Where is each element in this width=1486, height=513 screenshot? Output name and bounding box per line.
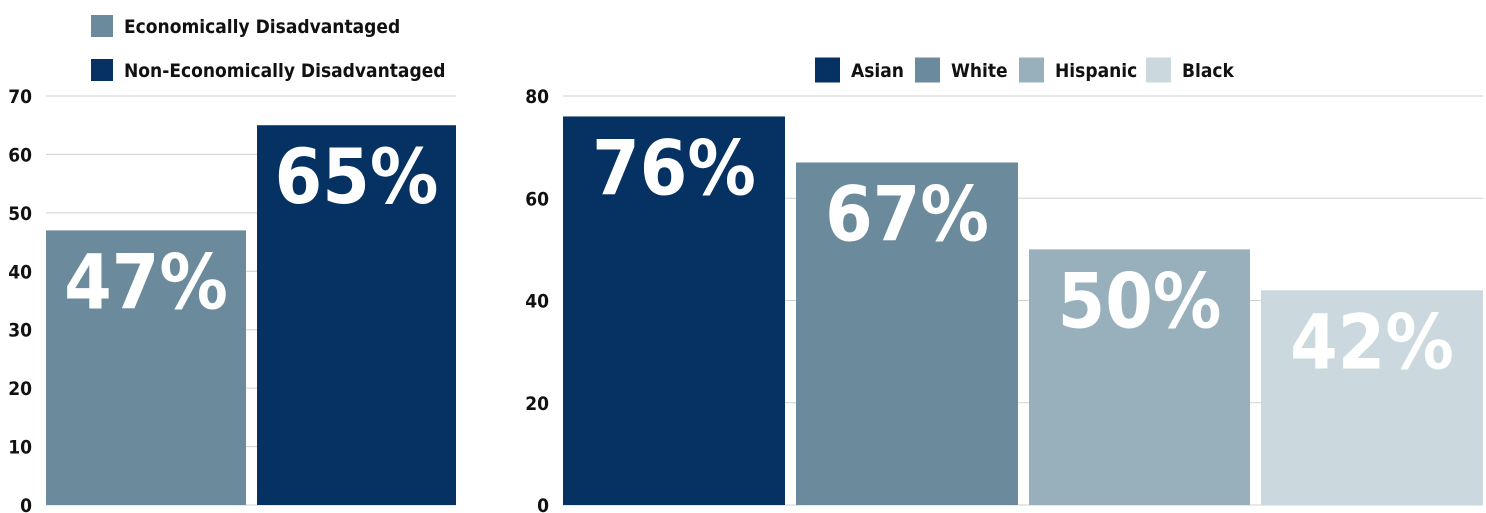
bar xyxy=(257,125,456,505)
bar xyxy=(1029,249,1250,505)
legend-swatch xyxy=(1146,57,1171,83)
legend-swatch xyxy=(815,57,840,83)
legend-swatch xyxy=(91,59,113,81)
y-tick-label: 20 xyxy=(8,378,32,400)
y-tick-label: 0 xyxy=(537,495,549,513)
bar-value-label: 76% xyxy=(592,123,756,212)
y-tick-label: 60 xyxy=(8,144,32,166)
y-tick-label: 40 xyxy=(8,261,32,283)
legend-swatch xyxy=(1019,57,1044,83)
y-tick-label: 20 xyxy=(525,393,549,415)
bar-value-label: 65% xyxy=(275,132,439,221)
legend-swatch xyxy=(915,57,940,83)
y-tick-label: 30 xyxy=(8,320,32,342)
y-tick-label: 50 xyxy=(8,203,32,225)
y-tick-label: 40 xyxy=(525,291,549,313)
legend-label: Economically Disadvantaged xyxy=(124,16,400,38)
bar-value-label: 42% xyxy=(1290,297,1454,386)
bar-value-label: 67% xyxy=(825,169,989,258)
legend-swatch xyxy=(91,15,113,37)
y-tick-label: 10 xyxy=(8,437,32,459)
bar xyxy=(1261,290,1483,505)
legend-label: White xyxy=(951,60,1008,82)
bar xyxy=(46,230,246,505)
bar-value-label: 50% xyxy=(1058,256,1222,345)
legend-label: Black xyxy=(1182,60,1235,82)
y-tick-label: 60 xyxy=(525,188,549,210)
y-tick-label: 0 xyxy=(20,495,32,513)
y-tick-label: 70 xyxy=(8,86,32,108)
bar xyxy=(563,116,785,505)
legend-label: Asian xyxy=(851,60,904,82)
bar-value-label: 47% xyxy=(64,237,228,326)
y-tick-label: 80 xyxy=(525,86,549,108)
legend-label: Non-Economically Disadvantaged xyxy=(124,60,446,82)
legend-label: Hispanic xyxy=(1055,60,1137,82)
bar xyxy=(796,162,1018,505)
